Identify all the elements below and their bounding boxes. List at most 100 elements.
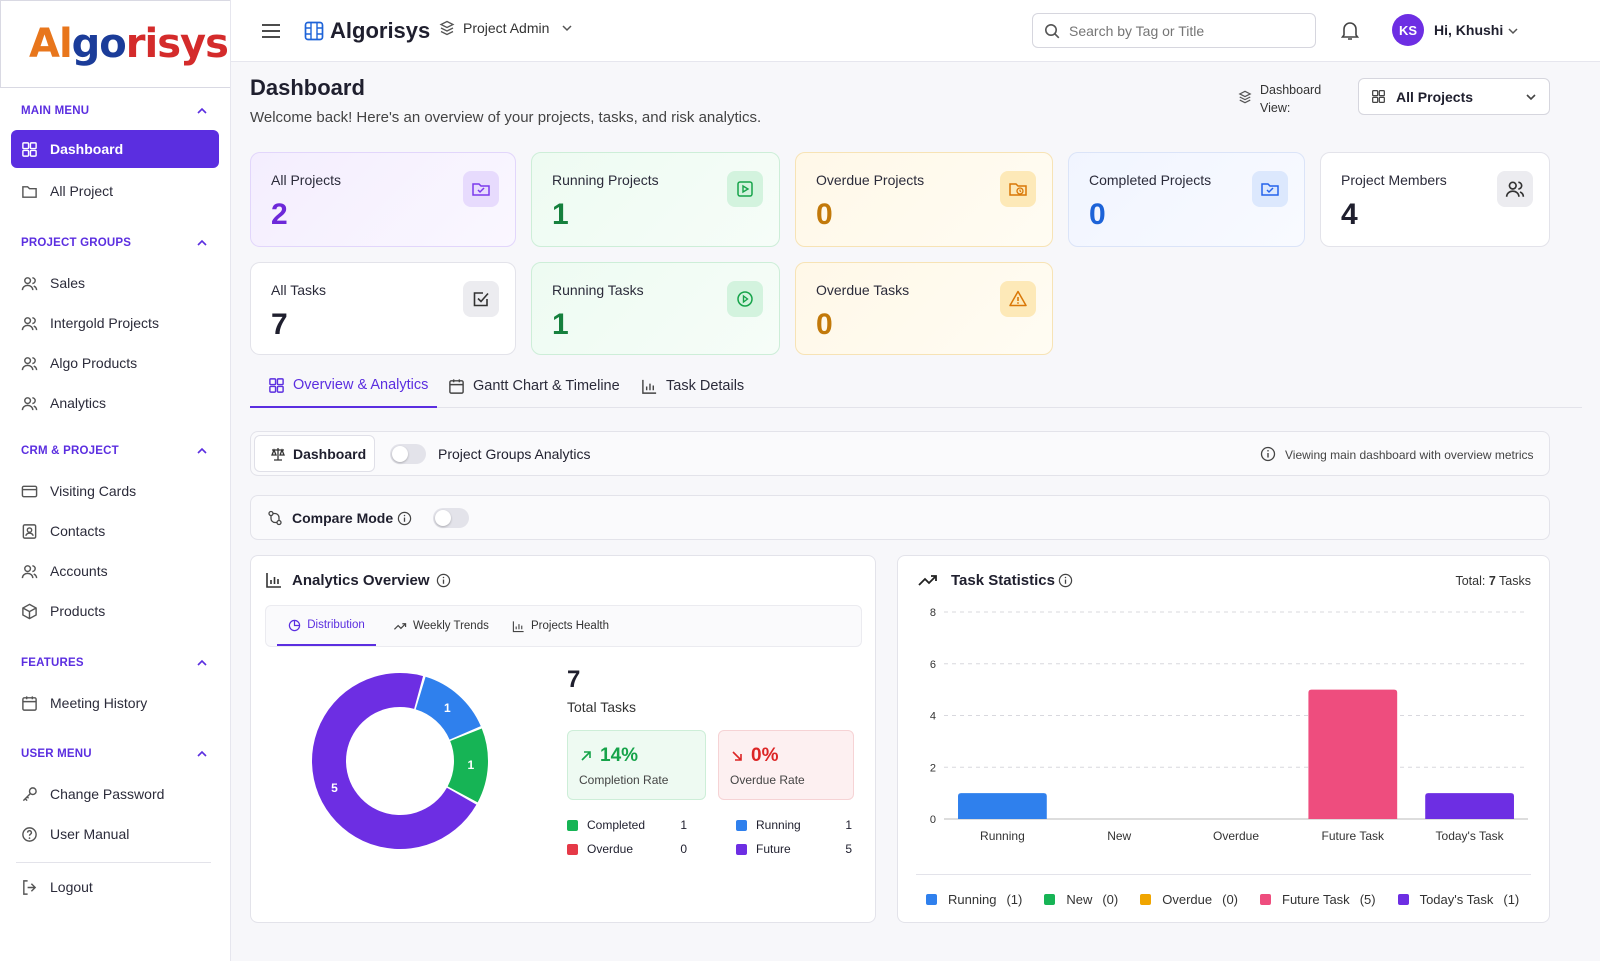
search-box[interactable] [1032, 13, 1316, 48]
sidebar-section-main: MAIN MENU Dashboard All Project [0, 105, 230, 210]
sidebar-section-features: FEATURES Meeting History [0, 657, 230, 723]
sidebar-item-meeting-history[interactable]: Meeting History [11, 683, 219, 723]
legend-swatch [1140, 894, 1152, 905]
sidebar-item-sales[interactable]: Sales [11, 263, 219, 303]
legend-swatch [567, 843, 578, 855]
sidebar-item-visiting-cards[interactable]: Visiting Cards [11, 471, 219, 511]
stat-card-all-projects[interactable]: All Projects 2 [250, 152, 516, 247]
tab-overview-analytics[interactable]: Overview & Analytics [250, 364, 437, 408]
stat-icon-box [463, 281, 499, 317]
chevron-up-icon[interactable] [196, 657, 208, 669]
overdue-rate-label: Overdue Rate [730, 773, 805, 787]
sidebar-item-label: All Project [50, 183, 114, 199]
subtab-projects-health[interactable]: Projects Health [512, 606, 609, 646]
logout-button[interactable]: Logout [11, 868, 220, 906]
sidebar-item-analytics[interactable]: Analytics [11, 383, 219, 423]
project-groups-toggle[interactable] [390, 444, 426, 464]
legend-count: (0) [1102, 892, 1119, 907]
hamburger-menu-icon[interactable] [260, 20, 282, 42]
stat-card-running-tasks[interactable]: Running Tasks 1 [531, 262, 780, 355]
stat-value: 7 [271, 308, 288, 341]
trending-up-icon [918, 575, 937, 586]
tab-gantt-chart[interactable]: Gantt Chart & Timeline [448, 364, 620, 408]
sidebar-item-all-project[interactable]: All Project [11, 172, 219, 210]
project-view-select[interactable]: All Projects [1358, 78, 1550, 115]
donut-slice-completed[interactable] [447, 728, 488, 803]
legend-count: (1) [1006, 892, 1023, 907]
total-tasks-value: 7 [567, 666, 581, 693]
stat-card-all-tasks[interactable]: All Tasks 7 [250, 262, 516, 355]
arrow-down-right-icon [732, 751, 742, 761]
sidebar-item-contacts[interactable]: Contacts [11, 511, 219, 551]
sidebar-item-algo-products[interactable]: Algo Products [11, 343, 219, 383]
logo[interactable]: Algorisys [0, 0, 230, 88]
bar-future-task[interactable] [1308, 689, 1398, 819]
sidebar-item-label: Sales [50, 275, 86, 291]
legend-label: Today's Task [1419, 892, 1494, 907]
info-icon[interactable] [1058, 573, 1073, 588]
legend-item-overdue[interactable]: Overdue (0) [1140, 892, 1238, 907]
legend-count: (1) [1503, 892, 1520, 907]
donut-slice-running[interactable] [415, 676, 481, 740]
section-title-project-groups: PROJECT GROUPS [21, 237, 132, 249]
folder-icon [472, 183, 490, 196]
task-statistics-bar-chart: 0 2 4 6 8 Running New Overdue Future Task Today's… [930, 607, 1528, 843]
donut-slice-future[interactable] [312, 673, 477, 849]
sidebar-item-dashboard[interactable]: Dashboard [11, 130, 219, 168]
sidebar-item-products[interactable]: Products [11, 591, 219, 631]
avatar[interactable]: KS [1392, 14, 1424, 46]
legend-item-running[interactable]: Running (1) [926, 892, 1022, 907]
stat-card-completed-projects[interactable]: Completed Projects 0 [1068, 152, 1305, 247]
stat-card-overdue-projects[interactable]: Overdue Projects 0 [795, 152, 1053, 247]
sidebar-item-change-password[interactable]: Change Password [11, 774, 219, 814]
completion-rate-label: Completion Rate [579, 773, 669, 787]
section-title-user-menu: USER MENU [21, 748, 92, 760]
chevron-up-icon[interactable] [196, 105, 208, 117]
stat-value: 1 [552, 198, 569, 231]
bar-today-s-task[interactable] [1425, 793, 1514, 819]
section-title-main-menu: MAIN MENU [21, 105, 90, 117]
stat-card-running-projects[interactable]: Running Projects 1 [531, 152, 780, 247]
stat-title: Overdue Tasks [816, 282, 910, 298]
chevron-up-icon[interactable] [196, 748, 208, 760]
legend-item-future-task[interactable]: Future Task (5) [1260, 892, 1376, 907]
legend-label: New [1066, 892, 1093, 907]
sidebar-item-accounts[interactable]: Accounts [11, 551, 219, 591]
info-icon[interactable] [436, 573, 451, 588]
user-greeting[interactable]: Hi, Khushi [1434, 22, 1504, 38]
bell-icon[interactable] [1338, 18, 1362, 42]
chevron-down-icon [562, 25, 572, 32]
compare-mode-toggle[interactable] [433, 508, 469, 528]
legend-count: (5) [1359, 892, 1376, 907]
project-admin-dropdown[interactable]: Project Admin [439, 20, 573, 36]
legend-label: Running [948, 892, 997, 907]
legend-item-new[interactable]: New (0) [1044, 892, 1118, 907]
info-icon[interactable] [397, 511, 412, 526]
sidebar-item-user-manual[interactable]: User Manual [11, 814, 219, 854]
sidebar-item-intergold[interactable]: Intergold Projects [11, 303, 219, 343]
layers-icon [439, 20, 455, 36]
chevron-down-icon[interactable] [1507, 25, 1519, 37]
compare-mode-label: Compare Mode [292, 510, 394, 526]
stat-card-overdue-tasks[interactable]: Overdue Tasks 0 [795, 262, 1053, 355]
dashboard-mode-button[interactable]: Dashboard [254, 435, 375, 472]
legend-label: Completed [587, 818, 646, 832]
subtab-weekly-trends[interactable]: Weekly Trends [393, 606, 489, 646]
legend-value: 1 [845, 818, 852, 832]
app-title: Algorisys [330, 18, 431, 43]
search-input[interactable] [1069, 22, 1299, 39]
chevron-up-icon[interactable] [196, 445, 208, 457]
legend-item-today-s-task[interactable]: Today's Task (1) [1397, 892, 1520, 907]
bar-running[interactable] [958, 793, 1047, 819]
sidebar-item-label: Meeting History [50, 695, 148, 711]
stat-icon-box [727, 171, 763, 207]
folder-check-icon [1261, 183, 1279, 196]
y-tick-label: 0 [930, 814, 936, 826]
tab-task-details[interactable]: Task Details [641, 364, 744, 408]
subtab-distribution[interactable]: Distribution [277, 606, 376, 646]
chevron-up-icon[interactable] [196, 237, 208, 249]
legend-swatch [736, 843, 747, 855]
main-tabs: Overview & Analytics Gantt Chart & Timel… [250, 364, 1582, 408]
stat-value: 2 [271, 198, 288, 231]
stat-card-project-members[interactable]: Project Members 4 [1320, 152, 1550, 247]
